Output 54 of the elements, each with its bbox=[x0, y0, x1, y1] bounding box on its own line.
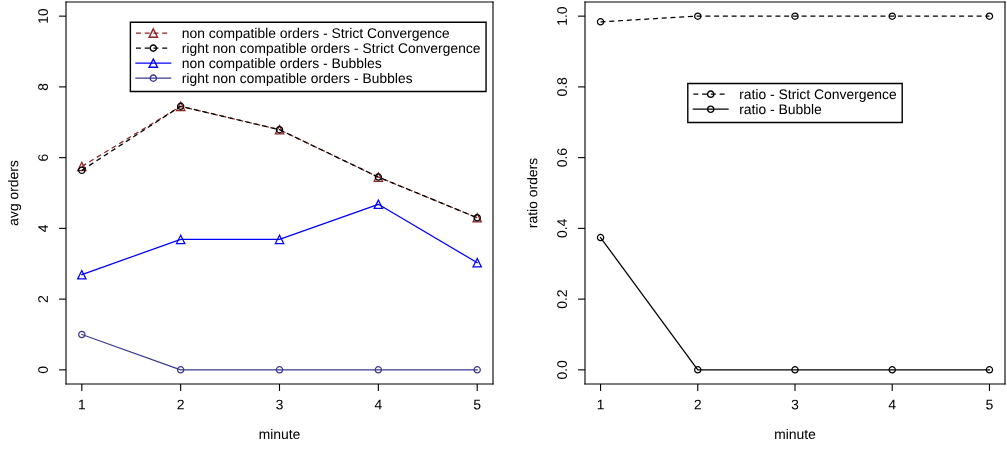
x-tick-label: 1 bbox=[79, 399, 85, 410]
x-tick-label: 3 bbox=[276, 399, 283, 410]
point bbox=[985, 366, 994, 374]
point bbox=[472, 257, 482, 268]
y-tick-label: 0.0 bbox=[557, 360, 567, 379]
x-axis-title: minute bbox=[259, 428, 300, 440]
y-tick-label: 0.2 bbox=[557, 290, 567, 309]
y-tick-label: 1.0 bbox=[557, 7, 567, 25]
y-axis-title: avg orders bbox=[8, 160, 22, 226]
y-tick-label: 0.6 bbox=[557, 148, 567, 167]
point bbox=[596, 233, 605, 242]
x-tick-label: 2 bbox=[694, 399, 701, 410]
legend-label: ratio - Bubble bbox=[740, 104, 822, 115]
y-tick-label: 0.4 bbox=[557, 219, 567, 238]
y-tick-label: 6 bbox=[38, 154, 48, 161]
point bbox=[888, 366, 896, 374]
point bbox=[176, 366, 185, 374]
y-tick-label: 0 bbox=[38, 366, 48, 374]
point bbox=[275, 366, 284, 374]
legend-label: right non compatible orders - Strict Convergence bbox=[182, 42, 480, 56]
point bbox=[985, 12, 994, 20]
point bbox=[473, 366, 481, 374]
x-tick-label: 2 bbox=[177, 399, 184, 410]
y-tick-label: 4 bbox=[38, 224, 48, 232]
legend-label: non compatible orders - Bubbles bbox=[182, 57, 382, 71]
y-axis-title: ratio orders bbox=[527, 158, 538, 228]
y-tick-label: 0.8 bbox=[557, 77, 567, 96]
x-tick-label: 5 bbox=[473, 399, 481, 410]
point bbox=[694, 366, 702, 374]
x-tick-label: 4 bbox=[374, 399, 382, 410]
y-tick-label: 2 bbox=[38, 295, 48, 303]
point bbox=[888, 12, 896, 20]
x-tick-label: 5 bbox=[986, 399, 993, 410]
point bbox=[77, 161, 87, 172]
legend-label: right non compatible orders - Bubbles bbox=[182, 72, 413, 86]
x-tick-label: 4 bbox=[888, 399, 896, 410]
point bbox=[791, 366, 799, 374]
x-tick-label: 3 bbox=[791, 399, 799, 410]
point bbox=[78, 166, 86, 175]
point bbox=[374, 366, 383, 374]
point bbox=[791, 12, 799, 20]
legend-label: ratio - Strict Convergence bbox=[740, 88, 897, 102]
point bbox=[78, 330, 86, 339]
point bbox=[77, 269, 87, 280]
point bbox=[694, 12, 702, 20]
x-tick-label: 1 bbox=[597, 399, 604, 410]
y-tick-label: 8 bbox=[38, 83, 48, 91]
point bbox=[596, 18, 605, 26]
x-axis-title: minute bbox=[775, 428, 816, 440]
point bbox=[175, 234, 186, 245]
y-tick-label: 10 bbox=[38, 8, 48, 23]
point bbox=[373, 199, 384, 210]
legend-label: non compatible orders - Strict Convergence bbox=[182, 27, 450, 41]
point bbox=[274, 234, 285, 245]
